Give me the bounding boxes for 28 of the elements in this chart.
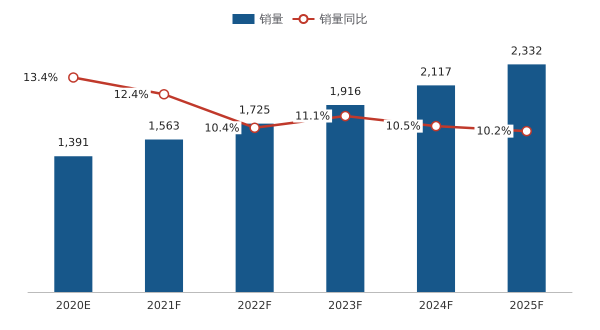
- data-label: 10.4%: [204, 121, 240, 134]
- x-tick-label: 2020E: [56, 299, 91, 312]
- data-label: 11.1%: [295, 110, 330, 123]
- x-tick-label: 2022F: [238, 299, 272, 312]
- data-label: 2,332: [510, 44, 542, 58]
- data-label: 13.4%: [23, 70, 58, 84]
- data-label: 2,117: [420, 65, 452, 78]
- data-label: 12.4%: [114, 88, 149, 101]
- point: [340, 110, 351, 122]
- legend-label: 销量同比: [318, 12, 368, 26]
- point: [68, 72, 79, 83]
- data-label: 1,391: [58, 136, 90, 150]
- data-label: 1,916: [330, 85, 362, 98]
- point: [521, 126, 532, 136]
- x-tick-label: 2025F: [510, 299, 544, 312]
- data-label: 1,725: [238, 104, 270, 117]
- bar: [144, 139, 184, 292]
- data-label: 10.5%: [386, 120, 421, 133]
- point: [430, 120, 442, 132]
- x-tick-label: 2024F: [418, 299, 454, 312]
- point: [249, 122, 260, 134]
- legend-label: 销量: [258, 12, 284, 26]
- data-label: 1,563: [148, 119, 180, 132]
- bar: [54, 156, 92, 292]
- point: [158, 89, 170, 100]
- x-tick-label: 2021F: [146, 299, 182, 312]
- data-label: 10.2%: [476, 124, 512, 138]
- x-tick-label: 2023F: [328, 299, 362, 312]
